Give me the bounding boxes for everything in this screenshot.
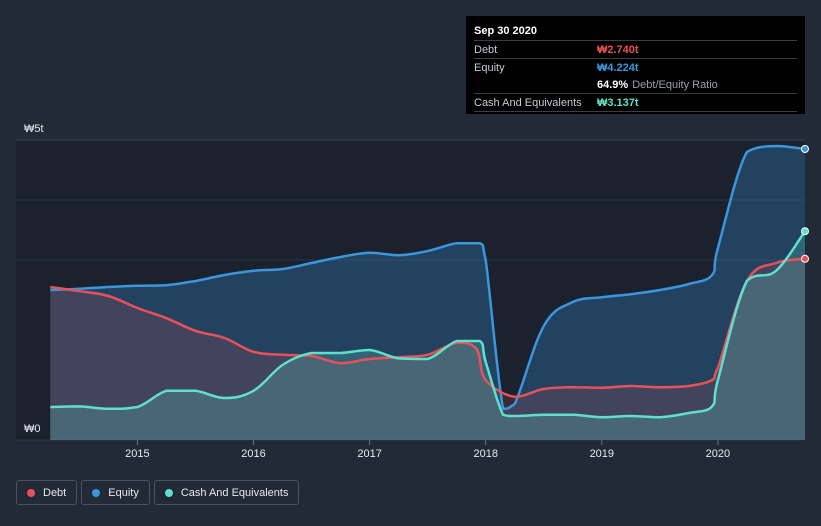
- x-axis: 2015 2016 2017 2018 2019 2020: [125, 440, 730, 460]
- tooltip-ratio-label: Debt/Equity Ratio: [632, 78, 718, 91]
- tooltip-cash-value: ₩3.137t: [597, 96, 639, 109]
- debt-endpoint: [801, 254, 809, 263]
- cash-dot-icon: [164, 488, 173, 497]
- cash-and-equivalents-line: [50, 230, 805, 419]
- tooltip-debt-row: Debt ₩2.740t: [474, 40, 797, 58]
- x-tick-label: 2017: [357, 448, 381, 460]
- legend-item-equity[interactable]: Equity: [81, 480, 150, 505]
- tooltip-date: Sep 30 2020: [474, 25, 537, 37]
- debt-area: [50, 258, 805, 440]
- legend: Debt Equity Cash And Equivalents: [16, 480, 300, 507]
- legend-item-cash[interactable]: Cash And Equivalents: [153, 480, 300, 505]
- tooltip-equity-label: Equity: [474, 61, 505, 74]
- equity-line: [50, 144, 805, 411]
- legend-equity-label: Equity: [108, 486, 139, 499]
- tooltip-debt-label: Debt: [474, 43, 498, 56]
- series-areas: [50, 146, 805, 440]
- debt-dot-icon: [27, 488, 35, 497]
- x-tick-label: 2016: [241, 448, 265, 460]
- cash-and-equivalents-endpoint: [801, 227, 809, 236]
- tooltip-ratio-value: 64.9%: [597, 78, 629, 91]
- debt-line: [50, 257, 805, 399]
- x-tick-label: 2015: [125, 448, 149, 460]
- legend-cash-label: Cash And Equivalents: [180, 486, 289, 499]
- legend-item-debt[interactable]: Debt: [16, 480, 78, 505]
- series-lines: [50, 144, 805, 419]
- tooltip-equity-value: ₩4.224t: [597, 61, 639, 74]
- equity-dot-icon: [92, 488, 101, 497]
- x-tick-label: 2019: [590, 448, 614, 460]
- equity-area: [50, 146, 805, 440]
- tooltip: Sep 30 2020 Debt ₩2.740t Equity ₩4.224t …: [466, 16, 805, 114]
- x-tick-label: 2020: [706, 448, 730, 460]
- tooltip-equity-row: Equity ₩4.224t: [474, 58, 797, 76]
- legend-debt-label: Debt: [43, 486, 67, 499]
- series-endpoints: [801, 145, 809, 263]
- equity-endpoint: [801, 145, 809, 153]
- tooltip-ratio-row: 64.9% Debt/Equity Ratio: [474, 76, 797, 93]
- plot-area: [16, 140, 805, 440]
- cash-and-equivalents-area: [50, 231, 805, 440]
- gridlines: [16, 139, 805, 441]
- tooltip-cash-label: Cash And Equivalents: [474, 96, 582, 109]
- y-axis: ₩5t ₩0: [24, 123, 44, 435]
- y-tick-top: ₩5t: [24, 123, 44, 135]
- x-tick-label: 2018: [473, 448, 497, 460]
- tooltip-debt-value: ₩2.740t: [597, 43, 639, 56]
- tooltip-cash-row: Cash And Equivalents ₩3.137t: [474, 93, 797, 112]
- y-tick-bottom: ₩0: [24, 423, 41, 435]
